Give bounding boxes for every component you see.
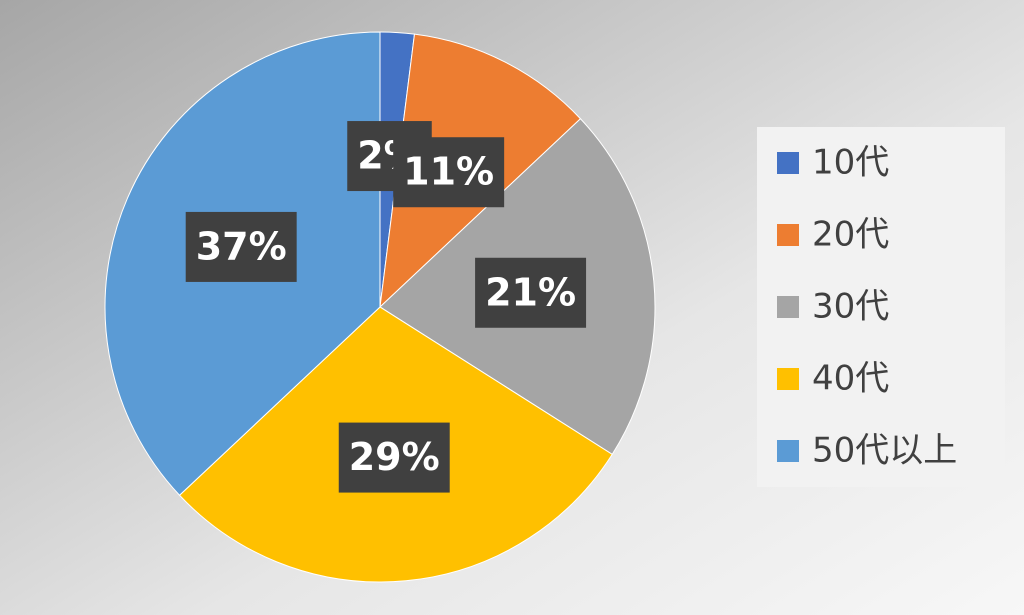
legend-swatch xyxy=(777,368,799,390)
legend-swatch xyxy=(777,440,799,462)
legend-swatch xyxy=(777,296,799,318)
value-label-box xyxy=(393,137,505,208)
legend-label: 20代 xyxy=(812,215,889,255)
value-label-box xyxy=(475,257,587,328)
value-label: 37% xyxy=(196,224,287,268)
legend-swatch xyxy=(777,224,799,246)
legend-label: 40代 xyxy=(812,359,889,399)
legend-label: 30代 xyxy=(812,287,889,327)
value-label: 11% xyxy=(403,150,494,194)
value-label: 29% xyxy=(349,435,440,479)
value-label: 21% xyxy=(485,270,576,314)
value-label-box xyxy=(338,422,450,493)
legend-label: 10代 xyxy=(812,143,889,183)
legend-label: 50代以上 xyxy=(812,431,957,471)
legend-swatch xyxy=(777,152,799,174)
value-label-box xyxy=(185,211,297,282)
